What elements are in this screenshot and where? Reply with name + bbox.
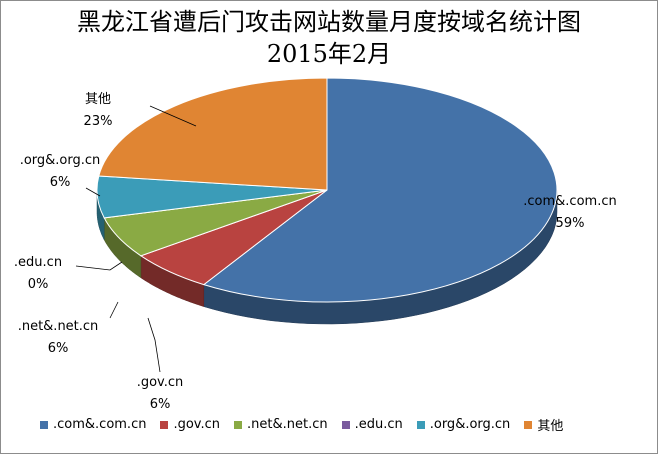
data-label-value-com-com-cn: 59% [556,216,585,231]
data-label-name-slice-5: 其他 [85,92,111,107]
leader-line-edu-cn [75,261,123,271]
data-label-value-slice-5: 23% [84,114,113,129]
legend-swatch [524,420,533,429]
legend-item-net-net-cn: .net&.net.cn [234,417,328,432]
legend-swatch [40,420,48,429]
data-label-value-org-org-cn: 6% [50,175,71,190]
legend-label: .org&.org.cn [429,417,511,432]
leader-line-slice-5 [149,105,197,127]
data-label-value-net-net-cn: 6% [48,341,69,356]
chart-title-line1: 黑龙江省遭后门攻击网站数量月度按域名统计图 [77,8,581,36]
legend-label: .gov.cn [173,417,220,432]
legend-item-gov-cn: .gov.cn [160,417,220,432]
legend-item-org-org-cn: .org&.org.cn [416,417,511,432]
legend-label: .edu.cn [354,417,403,432]
data-label-value-edu-cn: 0% [28,277,49,292]
legend-label: 其他 [537,419,564,434]
data-label-name-net-net-cn: .net&.net.cn [18,319,99,334]
legend-label: .net&.net.cn [247,417,328,432]
leader-line-gov-cn [147,317,161,373]
legend-item-slice-5: 其他 [524,415,563,434]
data-label-name-edu-cn: .edu.cn [14,255,62,270]
leader-line-net-net-cn [109,301,119,319]
chart-title: 黑龙江省遭后门攻击网站数量月度按域名统计图 2015年2月 [0,6,658,70]
data-label-name-gov-cn: .gov.cn [137,375,184,390]
data-label-name-org-org-cn: .org&.org.cn [20,153,101,168]
data-label-name-com-com-cn: .com&.com.cn [523,194,616,209]
legend-item-edu-cn: .edu.cn [341,417,403,432]
legend: .com&.com.cn .gov.cn .net&.net.cn .edu.cn .o… [40,415,650,434]
data-label-value-gov-cn: 6% [150,397,171,412]
legend-swatch [416,420,425,429]
legend-swatch [341,420,350,429]
chart-title-line2: 2015年2月 [266,40,392,68]
pie-slice-slice-5 [98,77,328,191]
legend-swatch [234,420,242,429]
legend-swatch [160,420,169,429]
pie-slice-com-com-cn [202,77,558,303]
pie-layer [96,77,558,325]
data-labels: .com&.com.cn 59% .gov.cn 6% .net&.net.cn 6% .e… [14,92,617,412]
leader-line-org-org-cn [85,187,101,197]
leader-lines [75,105,197,373]
legend-label: .com&.com.cn [53,417,147,432]
legend-item-com-com-cn: .com&.com.cn [40,417,146,432]
